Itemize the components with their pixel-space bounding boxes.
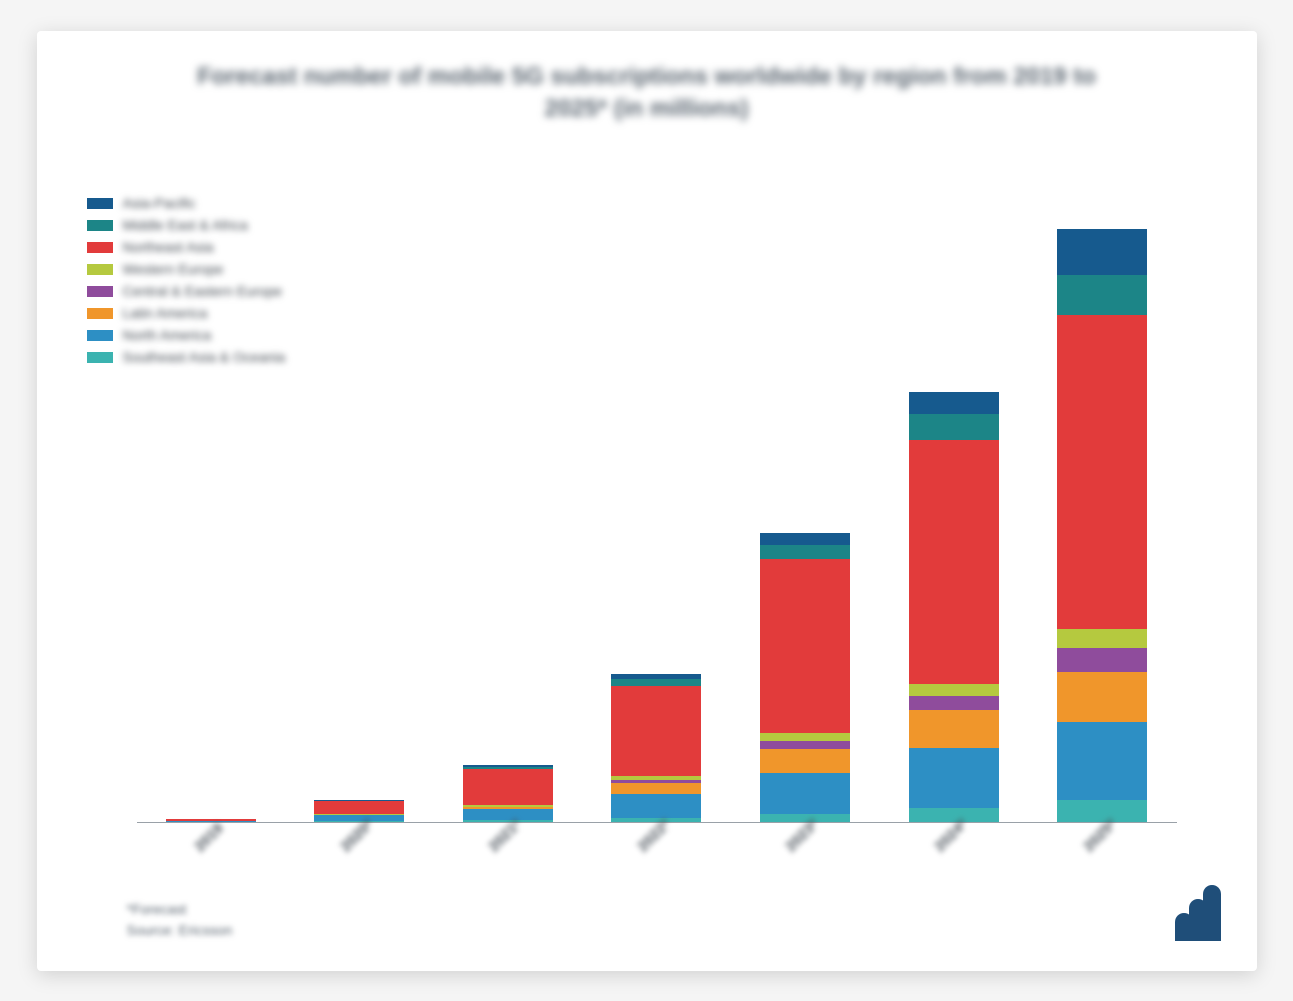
legend-label: Northeast Asia <box>123 239 214 255</box>
legend-swatch-icon <box>87 242 113 253</box>
bar-column: 2022* <box>591 674 721 822</box>
legend-item: Central & Eastern Europe <box>87 283 286 299</box>
logo-bar-icon <box>1203 885 1221 941</box>
bar-segment <box>463 769 553 805</box>
bar-segment <box>1057 800 1147 822</box>
legend-label: Western Europe <box>123 261 224 277</box>
legend-swatch-icon <box>87 264 113 275</box>
chart-card: Forecast number of mobile 5G subscriptio… <box>37 31 1257 971</box>
bar-segment <box>1057 229 1147 275</box>
bar-segment <box>166 821 256 822</box>
bar-segment <box>611 679 701 686</box>
legend-label: Central & Eastern Europe <box>123 283 283 299</box>
bar-segment <box>760 533 850 545</box>
bar-segment <box>909 392 999 414</box>
legend-swatch-icon <box>87 330 113 341</box>
chart-title: Forecast number of mobile 5G subscriptio… <box>77 61 1217 136</box>
legend-item: Northeast Asia <box>87 239 286 255</box>
bar-stack <box>166 819 256 822</box>
bar-segment <box>760 749 850 773</box>
bar-segment <box>909 684 999 696</box>
bar-segment <box>611 686 701 776</box>
bar-segment <box>760 559 850 733</box>
legend-swatch-icon <box>87 198 113 209</box>
bar-segment <box>1057 672 1147 722</box>
legend-label: Middle East & Africa <box>123 217 248 233</box>
x-axis-label: 2019 <box>191 819 227 855</box>
legend: Asia-Pacific Middle East & Africa Northeas… <box>87 195 286 371</box>
bar-segment <box>1057 648 1147 672</box>
bar-column: 2023* <box>740 533 870 822</box>
bar-segment <box>1057 275 1147 315</box>
bar-segment <box>1057 722 1147 800</box>
bar-segment <box>909 710 999 748</box>
bar-segment <box>909 748 999 808</box>
bar-segment <box>760 741 850 749</box>
bar-segment <box>314 801 404 814</box>
bar-stack <box>611 674 701 822</box>
bar-segment <box>611 794 701 818</box>
legend-item: North America <box>87 327 286 343</box>
bar-segment <box>909 440 999 684</box>
bar-stack <box>314 800 404 821</box>
bar-stack <box>463 765 553 822</box>
bar-column: 2020* <box>294 800 424 821</box>
chart-area: Asia-Pacific Middle East & Africa Northeas… <box>77 135 1217 892</box>
legend-item: Latin America <box>87 305 286 321</box>
legend-swatch-icon <box>87 220 113 231</box>
legend-item: Asia-Pacific <box>87 195 286 211</box>
legend-swatch-icon <box>87 308 113 319</box>
legend-label: Asia-Pacific <box>123 195 196 211</box>
bar-segment <box>909 696 999 710</box>
legend-label: North America <box>123 327 212 343</box>
bar-stack <box>760 533 850 822</box>
legend-item: Southeast Asia & Oceania <box>87 349 286 365</box>
bar-column: 2021* <box>443 765 573 822</box>
bar-column: 2024* <box>889 392 1019 822</box>
legend-swatch-icon <box>87 286 113 297</box>
brand-logo-icon <box>1179 885 1221 941</box>
bar-segment <box>760 733 850 741</box>
legend-label: Latin America <box>123 305 208 321</box>
chart-footer: *Forecast Source: Ericsson <box>77 893 1217 941</box>
bars-area: 2019 2020* 2021* 2022*2023*2024*2025* <box>137 145 1177 822</box>
legend-label: Southeast Asia & Oceania <box>123 349 286 365</box>
legend-item: Middle East & Africa <box>87 217 286 233</box>
bar-stack <box>1057 229 1147 822</box>
bar-segment <box>1057 315 1147 629</box>
footnote-2: Source: Ericsson <box>127 920 1217 941</box>
legend-item: Western Europe <box>87 261 286 277</box>
bar-segment <box>909 414 999 440</box>
bar-segment <box>760 773 850 814</box>
bar-segment <box>760 545 850 559</box>
footnote-1: *Forecast <box>127 899 1217 920</box>
bar-column: 2025* <box>1037 229 1167 822</box>
bar-segment <box>1057 629 1147 648</box>
bar-stack <box>909 392 999 822</box>
legend-swatch-icon <box>87 352 113 363</box>
bar-segment <box>611 783 701 794</box>
bar-column: 2019 <box>146 819 276 822</box>
